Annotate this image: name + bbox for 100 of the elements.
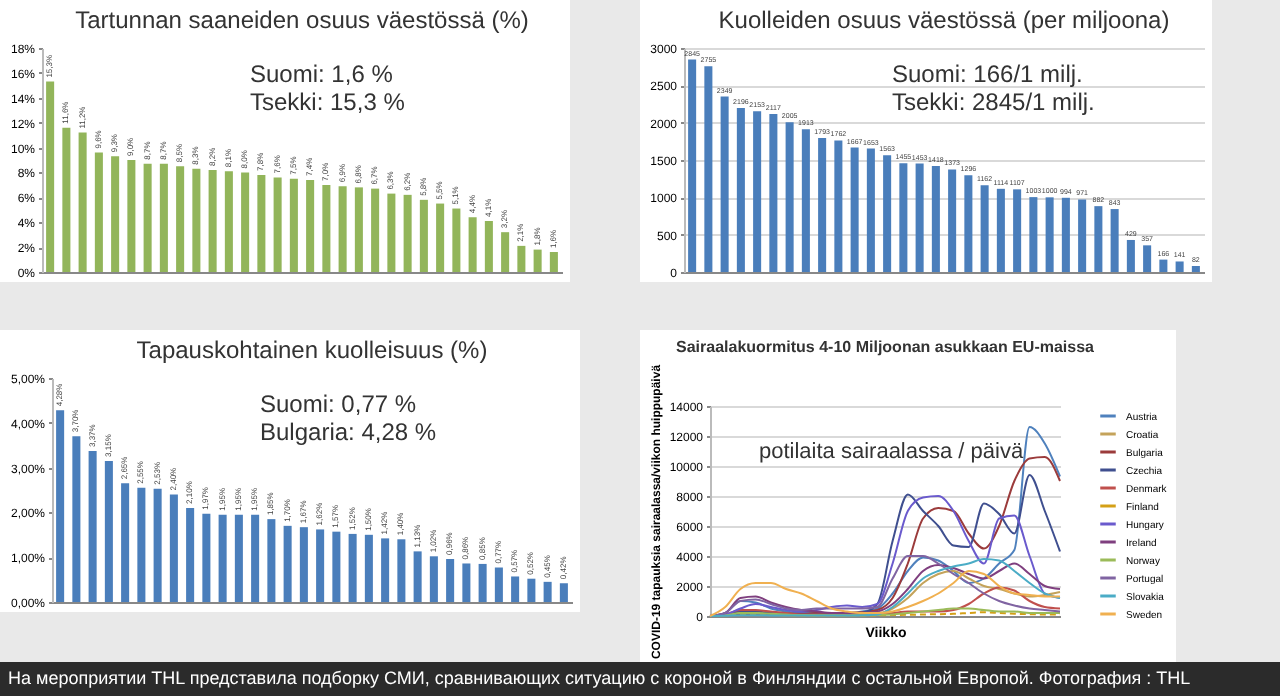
bar	[866, 148, 875, 272]
bar	[121, 483, 130, 602]
bar	[899, 163, 908, 272]
bar	[980, 185, 989, 272]
bar	[818, 138, 827, 272]
bar	[283, 525, 292, 602]
bar	[931, 166, 940, 272]
bar	[46, 81, 55, 272]
bar	[332, 531, 341, 602]
bar	[403, 194, 412, 272]
bar	[234, 514, 243, 602]
bar	[306, 179, 315, 272]
bar	[1110, 209, 1119, 272]
bar	[850, 147, 859, 272]
bar	[753, 111, 762, 272]
bar	[1061, 197, 1070, 272]
bar	[192, 168, 201, 272]
bar	[94, 152, 103, 272]
bar	[371, 188, 380, 272]
bar	[381, 538, 390, 602]
bar	[224, 171, 233, 272]
bar	[478, 563, 487, 602]
bar	[494, 567, 503, 602]
bar	[559, 583, 568, 602]
bar	[527, 578, 536, 602]
bar	[348, 533, 357, 602]
bar	[186, 507, 195, 602]
bar	[397, 539, 406, 602]
bar	[111, 156, 120, 272]
bar	[104, 460, 113, 602]
bar	[452, 208, 461, 272]
bar	[720, 96, 729, 272]
chart-title: Tapauskohtainen kuolleisuus (%)	[136, 336, 488, 364]
bar	[915, 163, 924, 272]
bar	[1126, 239, 1135, 272]
annotation: Suomi: 1,6 %	[250, 60, 394, 88]
annotation: Bulgaria: 4,28 %	[260, 418, 437, 446]
bar	[1191, 265, 1200, 272]
bar	[153, 488, 162, 602]
bar	[159, 163, 168, 272]
bar	[56, 410, 65, 602]
bar	[543, 581, 552, 602]
bar	[948, 169, 957, 272]
annotation: Tsekki: 15,3 %	[250, 88, 406, 116]
bar	[62, 127, 71, 272]
annotation: Suomi: 166/1 milj.	[892, 60, 1083, 88]
bar	[501, 232, 510, 272]
bar	[484, 220, 493, 272]
bar	[688, 59, 697, 272]
bar	[322, 184, 331, 272]
bar	[251, 514, 260, 602]
bar	[78, 132, 87, 272]
bar	[1029, 197, 1038, 272]
bar	[429, 556, 438, 602]
bar	[257, 174, 266, 272]
chart-title: Tartunnan saaneiden osuus väestössä (%)	[75, 6, 529, 34]
bar	[208, 169, 217, 272]
bar	[218, 514, 227, 602]
bar	[299, 527, 308, 602]
bar	[462, 563, 471, 602]
bar	[273, 177, 282, 272]
bar	[996, 188, 1005, 272]
chart-title: Sairaalakuormitus 4-10 Miljoonan asukkaan EU-maissa	[676, 337, 1096, 356]
bar	[338, 186, 347, 272]
bar	[736, 108, 745, 272]
bar	[413, 551, 422, 602]
bar	[1159, 259, 1168, 272]
bar	[1094, 206, 1103, 272]
bar	[511, 576, 520, 602]
bar	[1175, 261, 1184, 272]
bar	[468, 217, 477, 272]
bar	[785, 122, 794, 272]
bar	[834, 140, 843, 272]
bar	[436, 203, 445, 272]
bar	[202, 513, 211, 602]
bar	[137, 487, 146, 602]
bar	[533, 249, 542, 272]
bar	[1045, 197, 1054, 272]
bar	[964, 175, 973, 272]
bar	[241, 172, 250, 272]
bar	[267, 519, 276, 602]
bar	[364, 534, 373, 602]
bar	[316, 529, 325, 602]
bar	[517, 245, 526, 272]
bar	[446, 558, 455, 602]
bar	[387, 193, 396, 272]
bar	[549, 252, 558, 272]
bar	[1143, 245, 1152, 272]
annotation: Suomi: 0,77 %	[260, 390, 417, 418]
bar	[176, 166, 185, 272]
bar	[704, 66, 713, 272]
bar	[419, 199, 428, 272]
bar	[127, 160, 136, 272]
bar	[169, 494, 178, 602]
bar	[801, 129, 810, 272]
bar	[883, 155, 892, 272]
bar	[1078, 199, 1087, 272]
annotation: Tsekki: 2845/1 milj.	[892, 88, 1095, 116]
bar	[769, 113, 778, 272]
bar	[354, 187, 363, 272]
